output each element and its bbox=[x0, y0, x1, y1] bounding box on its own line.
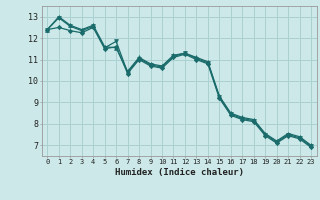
X-axis label: Humidex (Indice chaleur): Humidex (Indice chaleur) bbox=[115, 168, 244, 177]
